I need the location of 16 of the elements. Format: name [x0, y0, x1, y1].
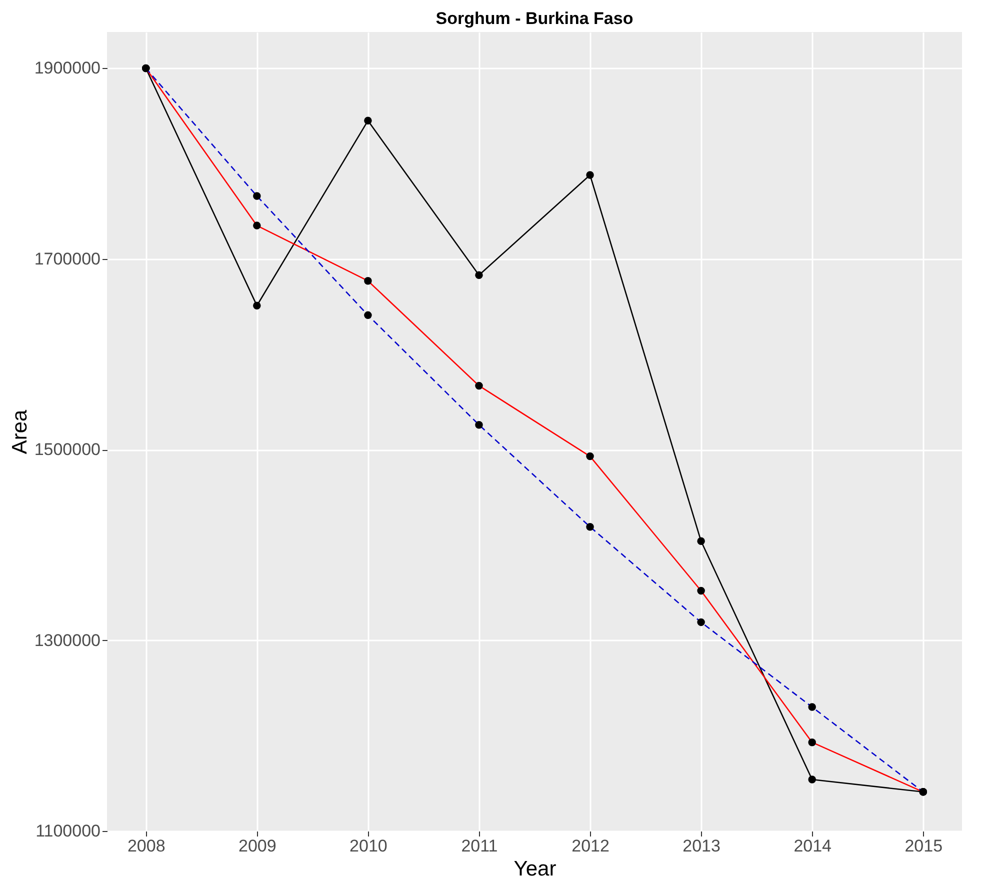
x-tick-label: 2009: [238, 836, 276, 856]
x-tick-label: 2008: [127, 836, 166, 856]
x-tick-label: 2012: [572, 836, 610, 856]
x-tick-label: 2011: [461, 836, 498, 856]
x-axis-title: Year: [514, 858, 556, 880]
chart-title: Sorghum - Burkina Faso: [436, 9, 634, 28]
x-tick-label: 2013: [682, 836, 720, 856]
x-tick-label: 2015: [904, 836, 943, 856]
y-tick-label: 1700000: [34, 249, 100, 268]
x-tick-label: 2010: [350, 836, 388, 856]
x-tick-label: 2014: [794, 836, 832, 856]
y-tick-label: 1300000: [34, 630, 100, 650]
y-tick-label: 1500000: [34, 440, 100, 460]
y-tick-label: 1900000: [34, 58, 100, 78]
y-tick-label: 1100000: [36, 822, 100, 840]
y-axis-title: Area: [8, 410, 32, 454]
